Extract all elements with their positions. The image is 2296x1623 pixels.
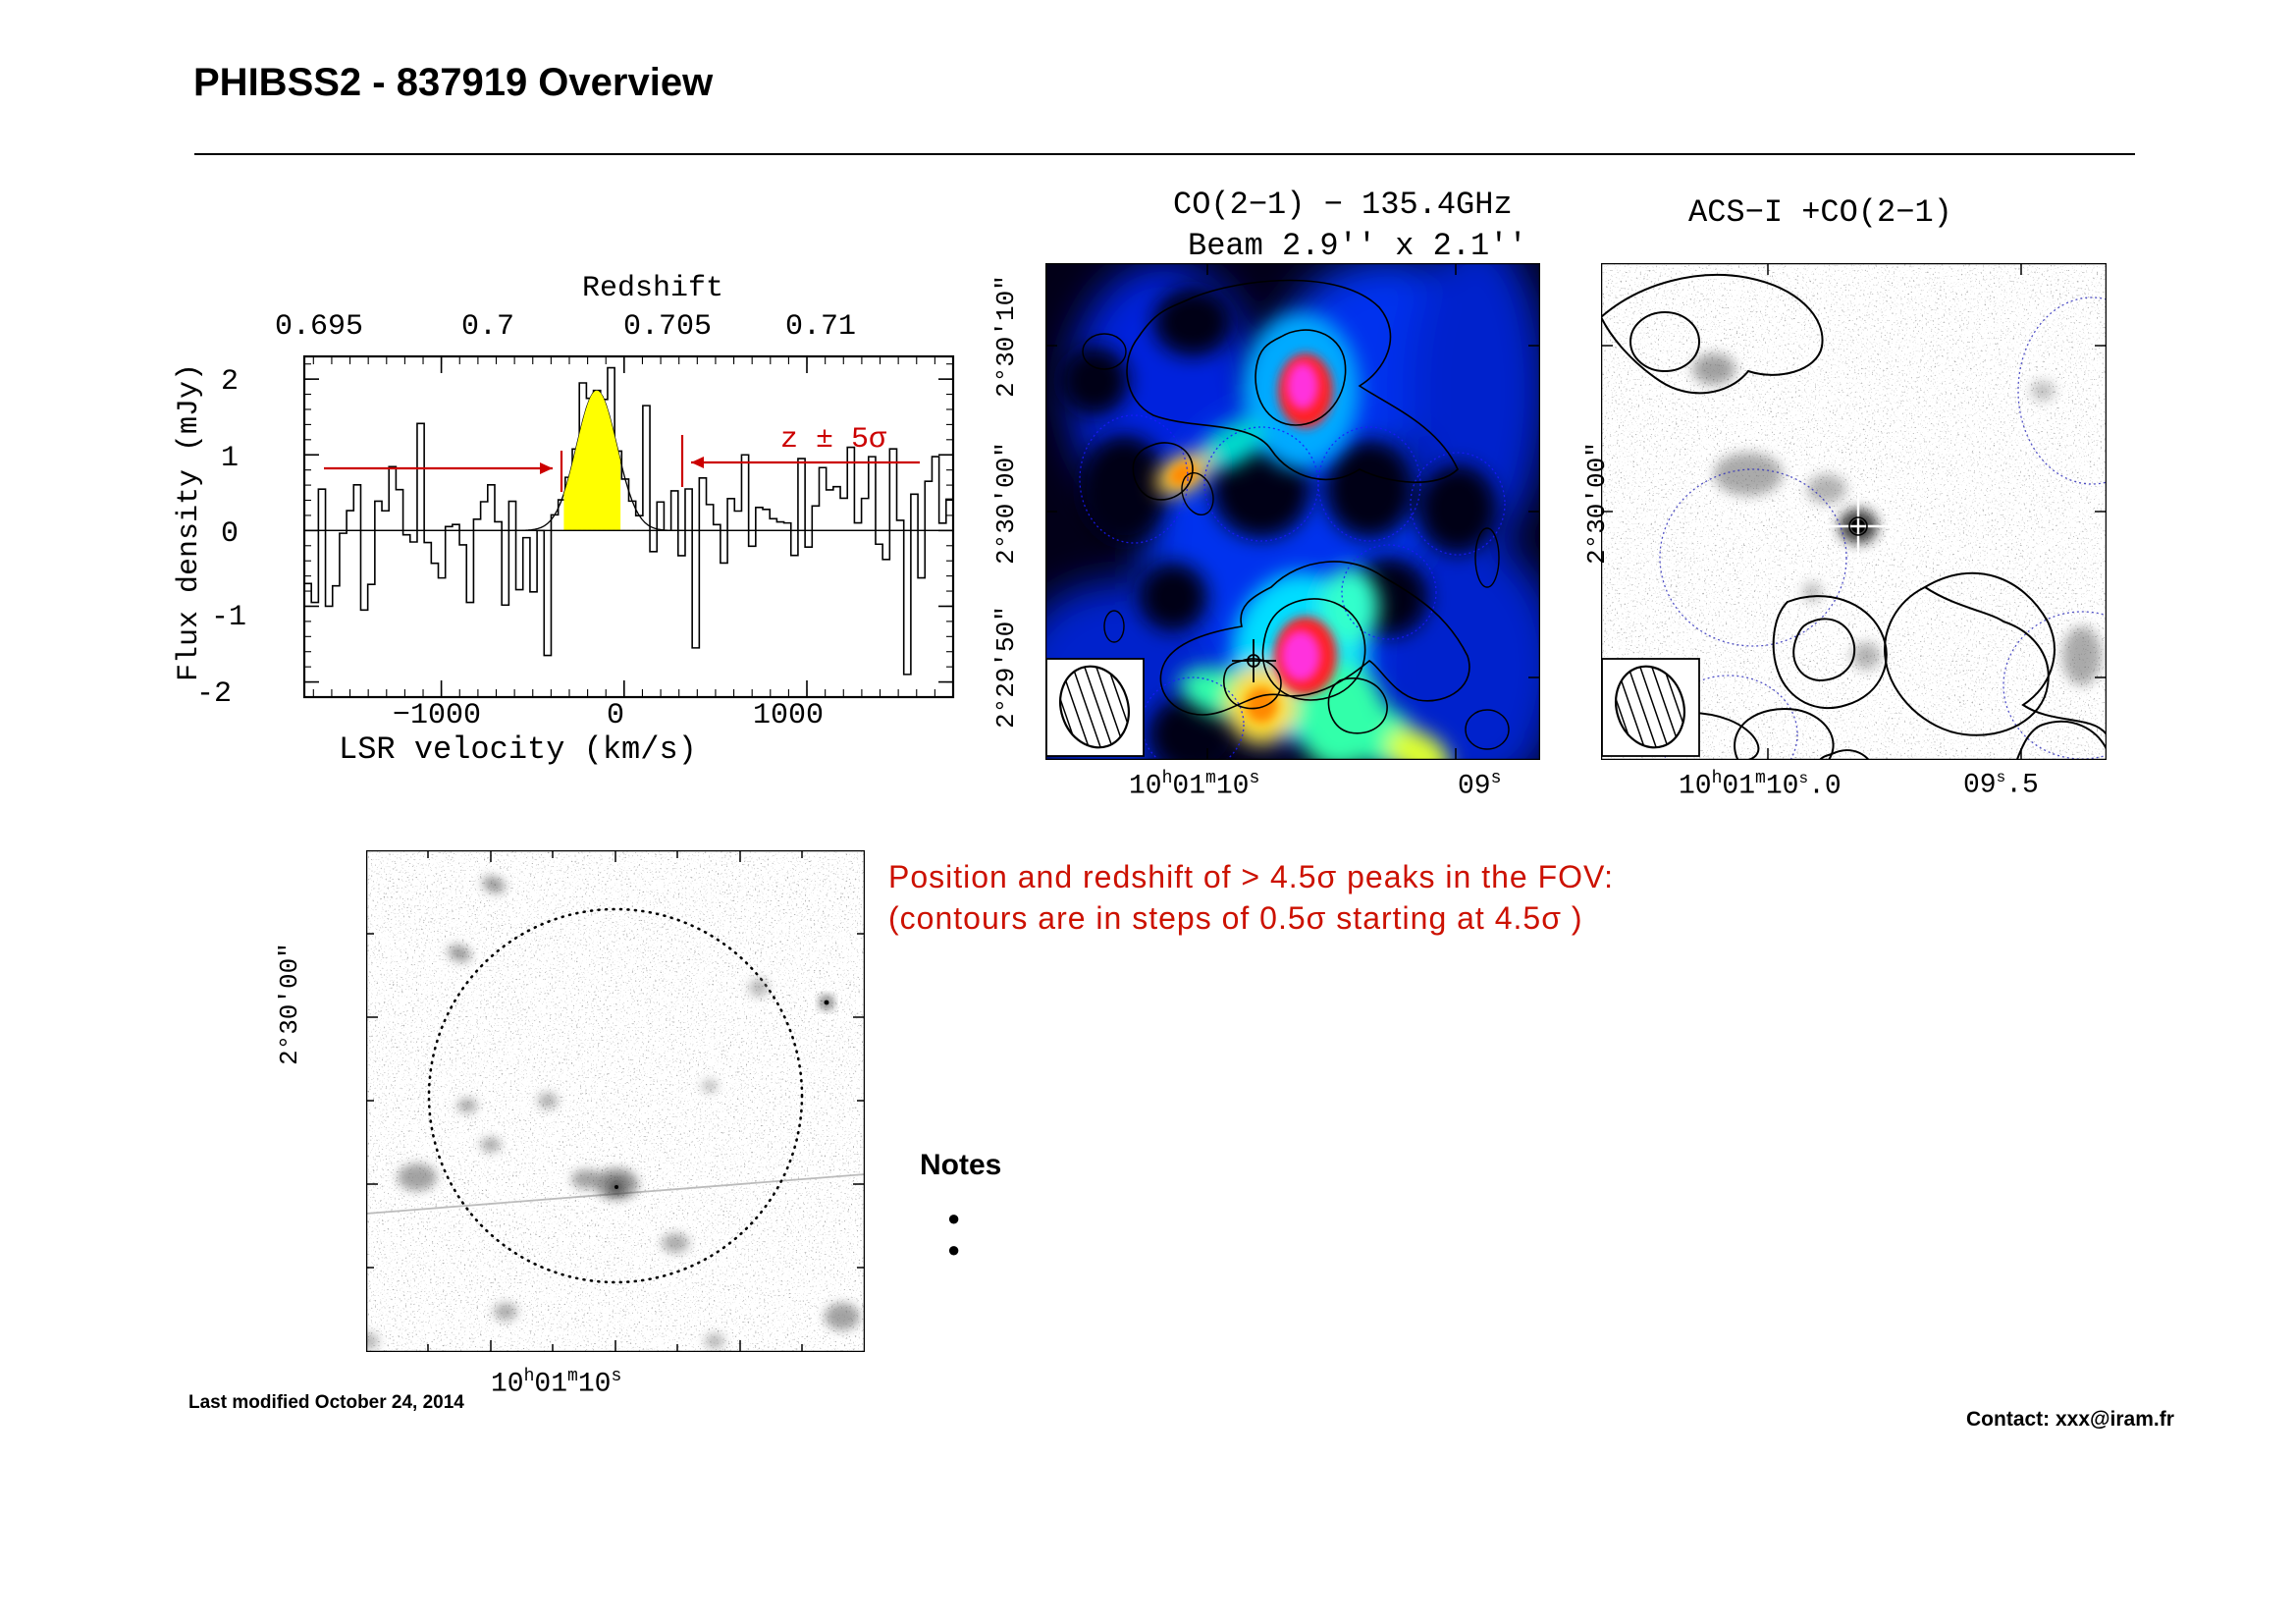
svg-text:z ± 5σ: z ± 5σ <box>780 423 886 457</box>
